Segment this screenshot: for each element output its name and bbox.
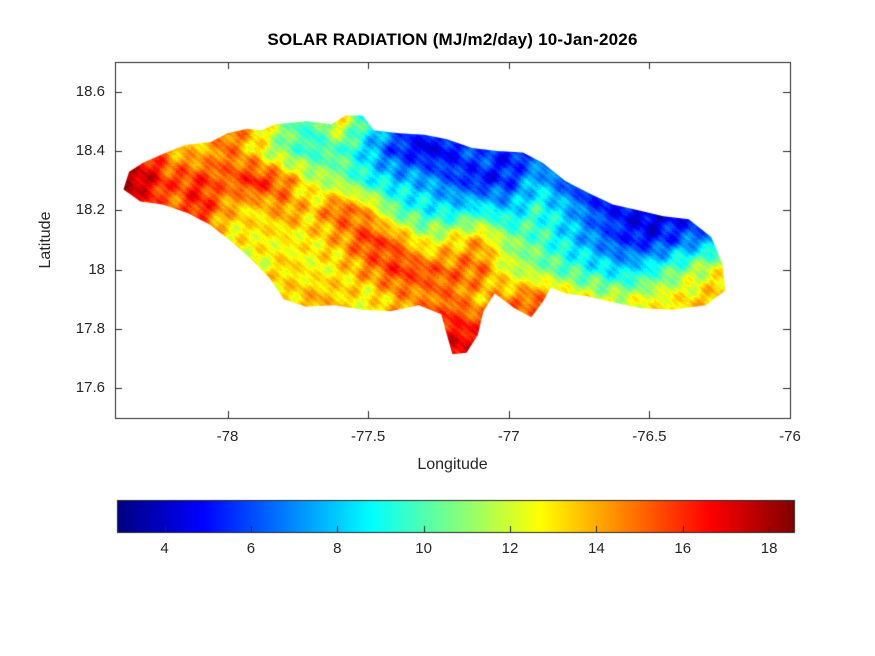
colorbar-tick-label: 8: [333, 540, 342, 557]
colorbar-tick-label: 4: [160, 540, 169, 557]
y-tick-label: 18: [88, 260, 105, 278]
x-axis-label: Longitude: [417, 456, 488, 473]
x-tick-label: -77.5: [351, 428, 386, 445]
x-tick-label: -77: [497, 428, 520, 445]
colorbar-tick-label: 14: [588, 540, 605, 557]
colorbar-tick-label: 18: [760, 540, 778, 557]
chart-title: SOLAR RADIATION (MJ/m2/day) 10-Jan-2026: [267, 30, 638, 49]
colorbar-tick-label: 12: [501, 540, 519, 557]
colorbar-tick-label: 16: [674, 540, 692, 557]
y-tick-label: 18.4: [75, 142, 105, 159]
y-tick-label: 18.6: [75, 82, 105, 100]
y-tick-label: 17.8: [75, 320, 105, 337]
y-tick-label: 17.6: [75, 379, 105, 397]
colorbar-tick-label: 10: [415, 540, 432, 557]
colorbar-tick-label: 6: [246, 540, 256, 557]
y-tick-label: 18.2: [75, 201, 105, 219]
x-tick-label: -76.5: [632, 428, 667, 445]
x-tick-label: -76: [779, 428, 801, 445]
x-tick-label: -78: [216, 428, 239, 445]
